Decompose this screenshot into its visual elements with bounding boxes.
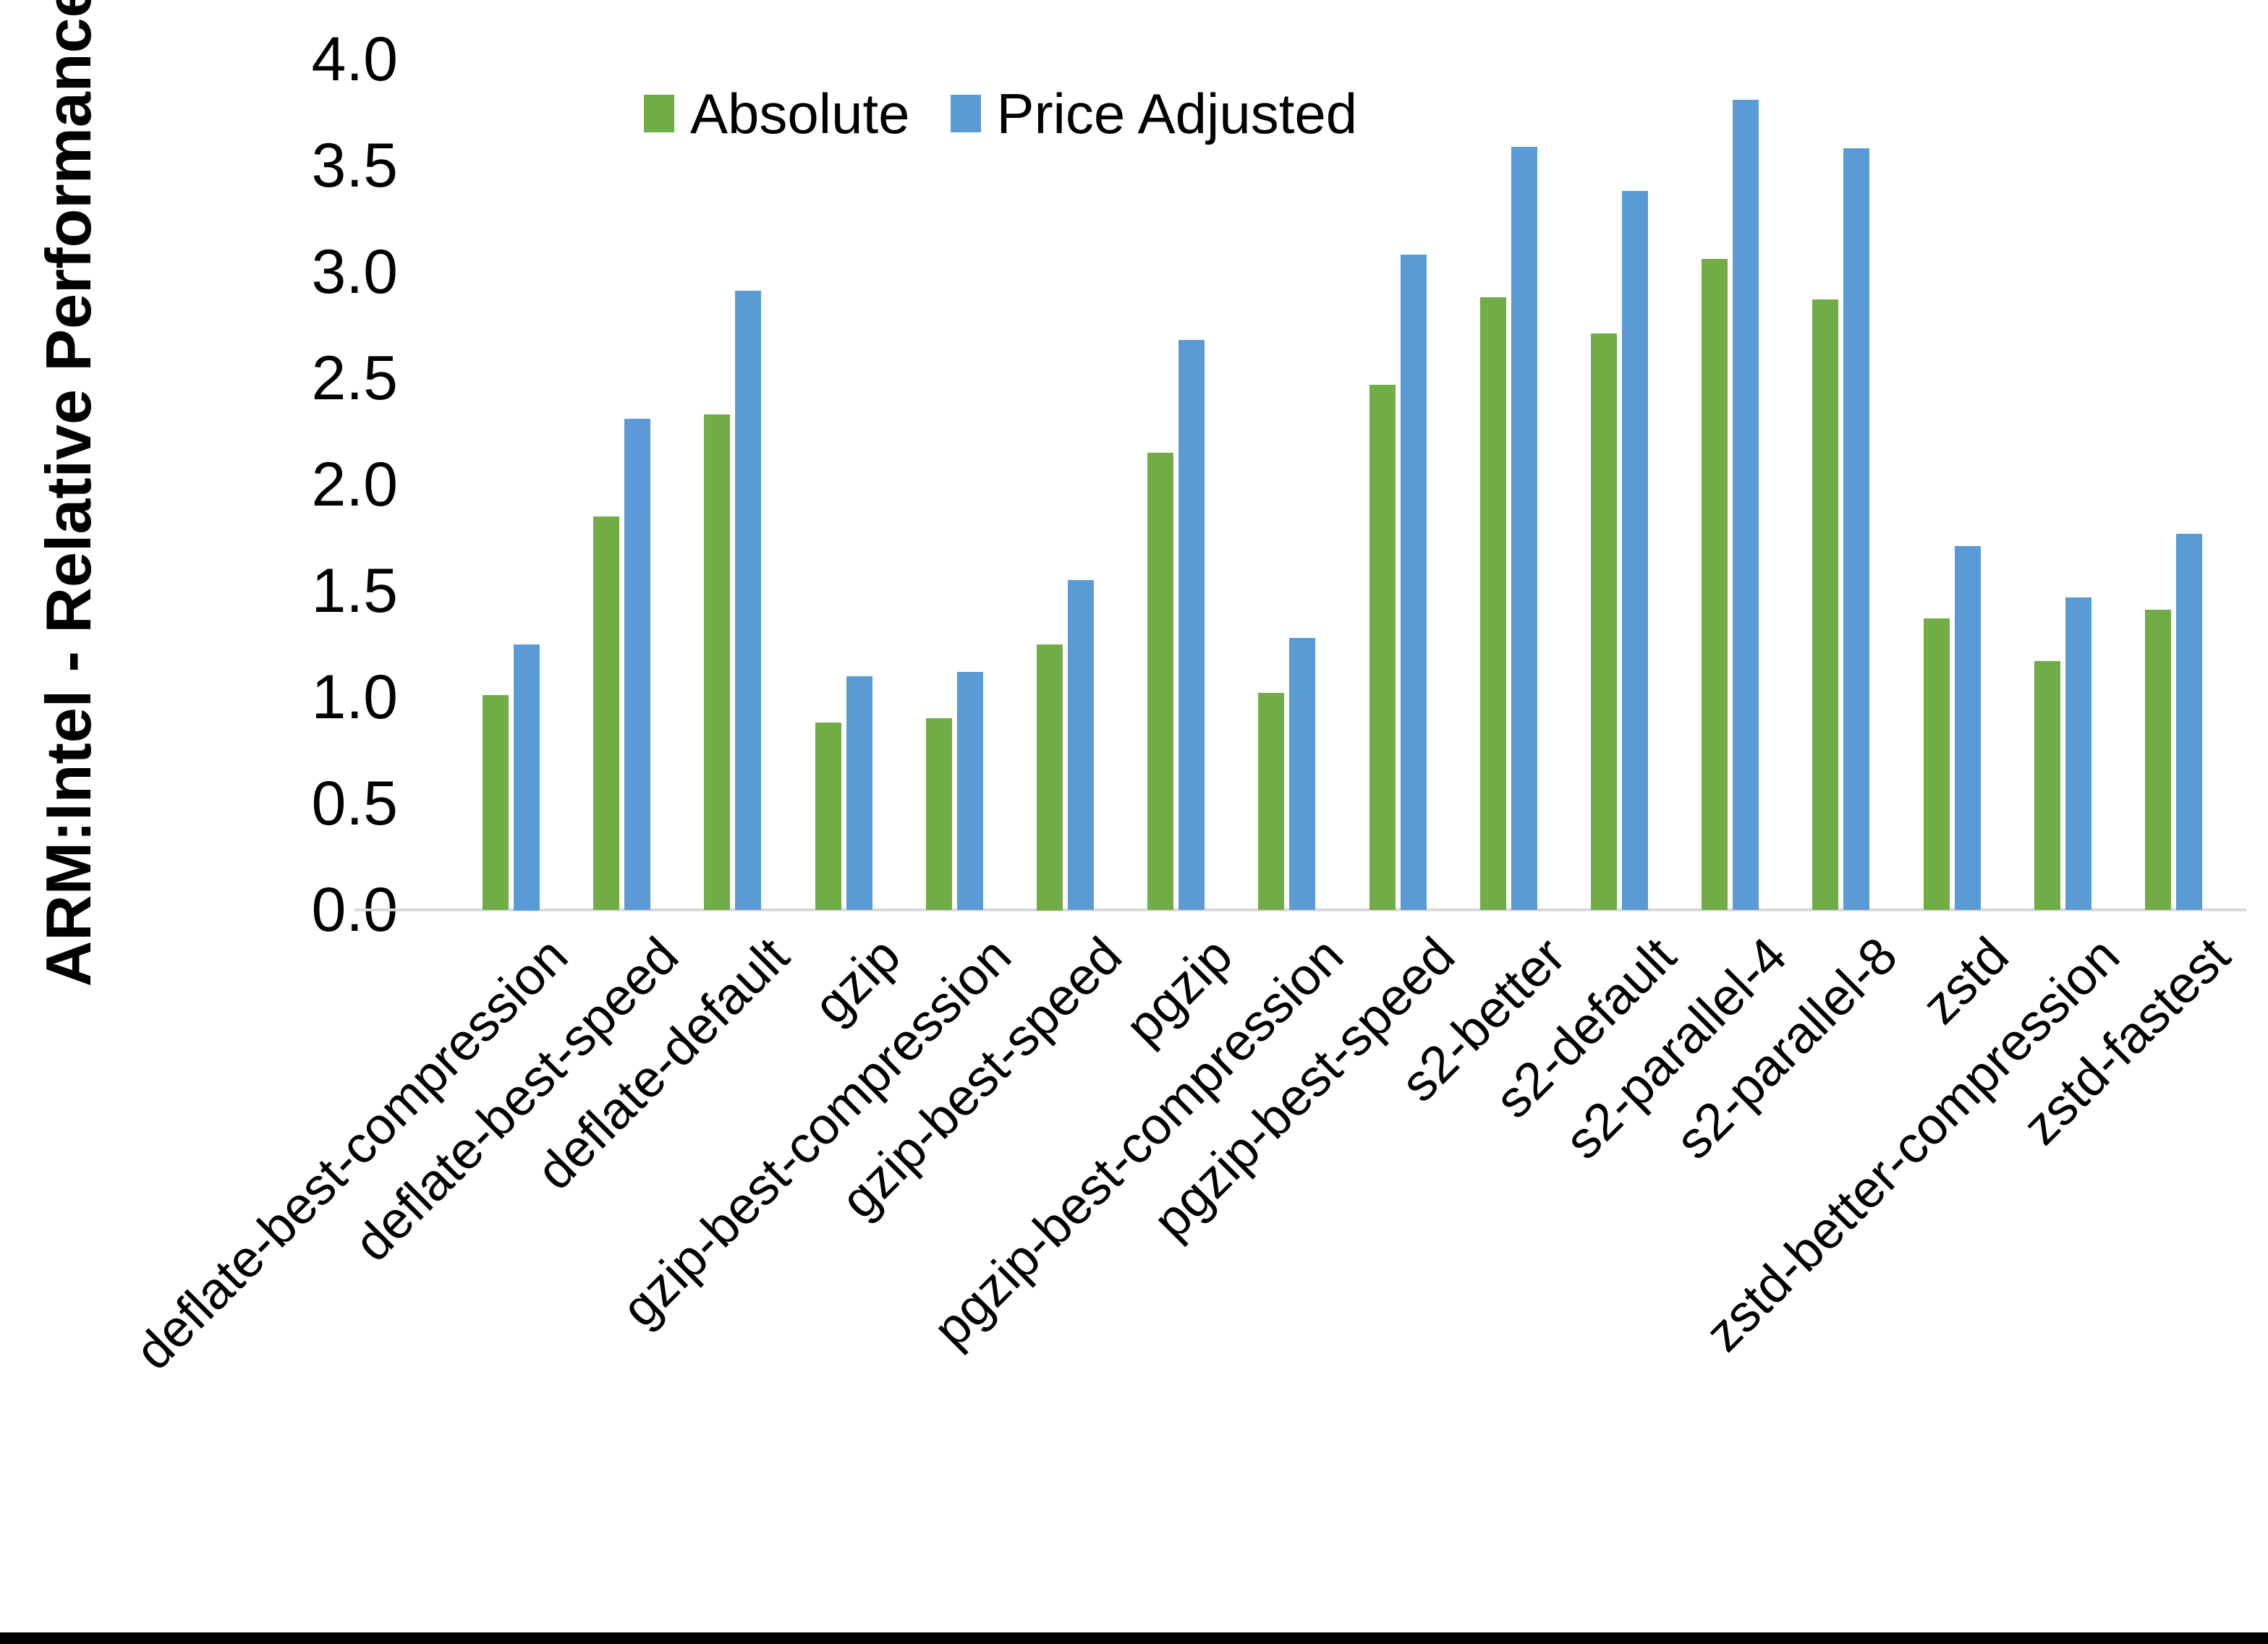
bar-deflate-default-absolute [704,414,730,910]
legend-item-absolute: Absolute [644,85,910,142]
price-adjusted-swatch-icon [950,95,981,132]
bar-gzip-best-compression-absolute [926,718,952,910]
bar-zstd-fastest-price-adjusted [2176,534,2202,910]
y-tick-label: 0.5 [311,769,398,838]
bar-pgzip-price-adjusted [1178,340,1205,910]
y-tick-label: 1.5 [311,556,398,626]
bar-deflate-best-compression-price-adjusted [514,644,540,911]
bar-pgzip-best-compression-absolute [1258,693,1284,910]
x-category-label: deflate-best-compression [124,927,579,1381]
bar-pgzip-best-speed-absolute [1369,385,1396,910]
bar-pgzip-absolute [1147,453,1173,910]
legend-label: Absolute [690,82,910,145]
window-bottom-border [0,1632,2268,1644]
bar-deflate-best-speed-price-adjusted [624,419,650,910]
bar-deflate-default-price-adjusted [735,291,761,910]
legend-item-price-adjusted: Price Adjusted [950,82,1358,145]
absolute-swatch-icon [644,95,674,132]
bar-s2-parallel-4-price-adjusted [1733,100,1759,910]
bar-s2-default-absolute [1591,333,1617,910]
bar-zstd-absolute [1924,618,1950,910]
bar-s2-better-absolute [1480,297,1506,910]
bar-zstd-better-compression-price-adjusted [2065,597,2091,910]
bar-gzip-best-speed-absolute [1037,644,1063,911]
bar-gzip-best-compression-price-adjusted [957,672,983,910]
bar-s2-parallel-4-absolute [1702,259,1728,910]
y-tick-label: 3.0 [311,237,398,307]
bar-s2-better-price-adjusted [1511,147,1537,910]
bar-deflate-best-speed-absolute [593,516,619,910]
bar-gzip-absolute [815,723,841,910]
bar-zstd-better-compression-absolute [2034,661,2060,910]
bar-pgzip-best-compression-price-adjusted [1289,638,1315,910]
bar-pgzip-best-speed-price-adjusted [1401,255,1427,910]
x-axis-line [354,908,2246,911]
y-tick-label: 2.0 [311,450,398,519]
legend-label: Price Adjusted [996,82,1358,145]
bar-gzip-price-adjusted [846,676,872,910]
y-tick-label: 1.0 [311,663,398,732]
legend: Absolute Price Adjusted [644,85,1357,142]
bar-deflate-best-compression-absolute [483,695,509,910]
bar-zstd-price-adjusted [1955,546,1981,910]
bar-gzip-best-speed-price-adjusted [1068,580,1094,910]
y-tick-label: 3.5 [311,131,398,200]
bar-s2-parallel-8-price-adjusted [1843,148,1869,910]
y-axis-title: ARM:Intel - Relative Performance [33,0,104,987]
y-tick-label: 2.5 [311,344,398,413]
bar-s2-parallel-8-absolute [1812,299,1838,910]
bar-zstd-fastest-absolute [2145,610,2171,910]
bar-s2-default-price-adjusted [1622,191,1648,910]
y-tick-label: 4.0 [311,25,398,94]
